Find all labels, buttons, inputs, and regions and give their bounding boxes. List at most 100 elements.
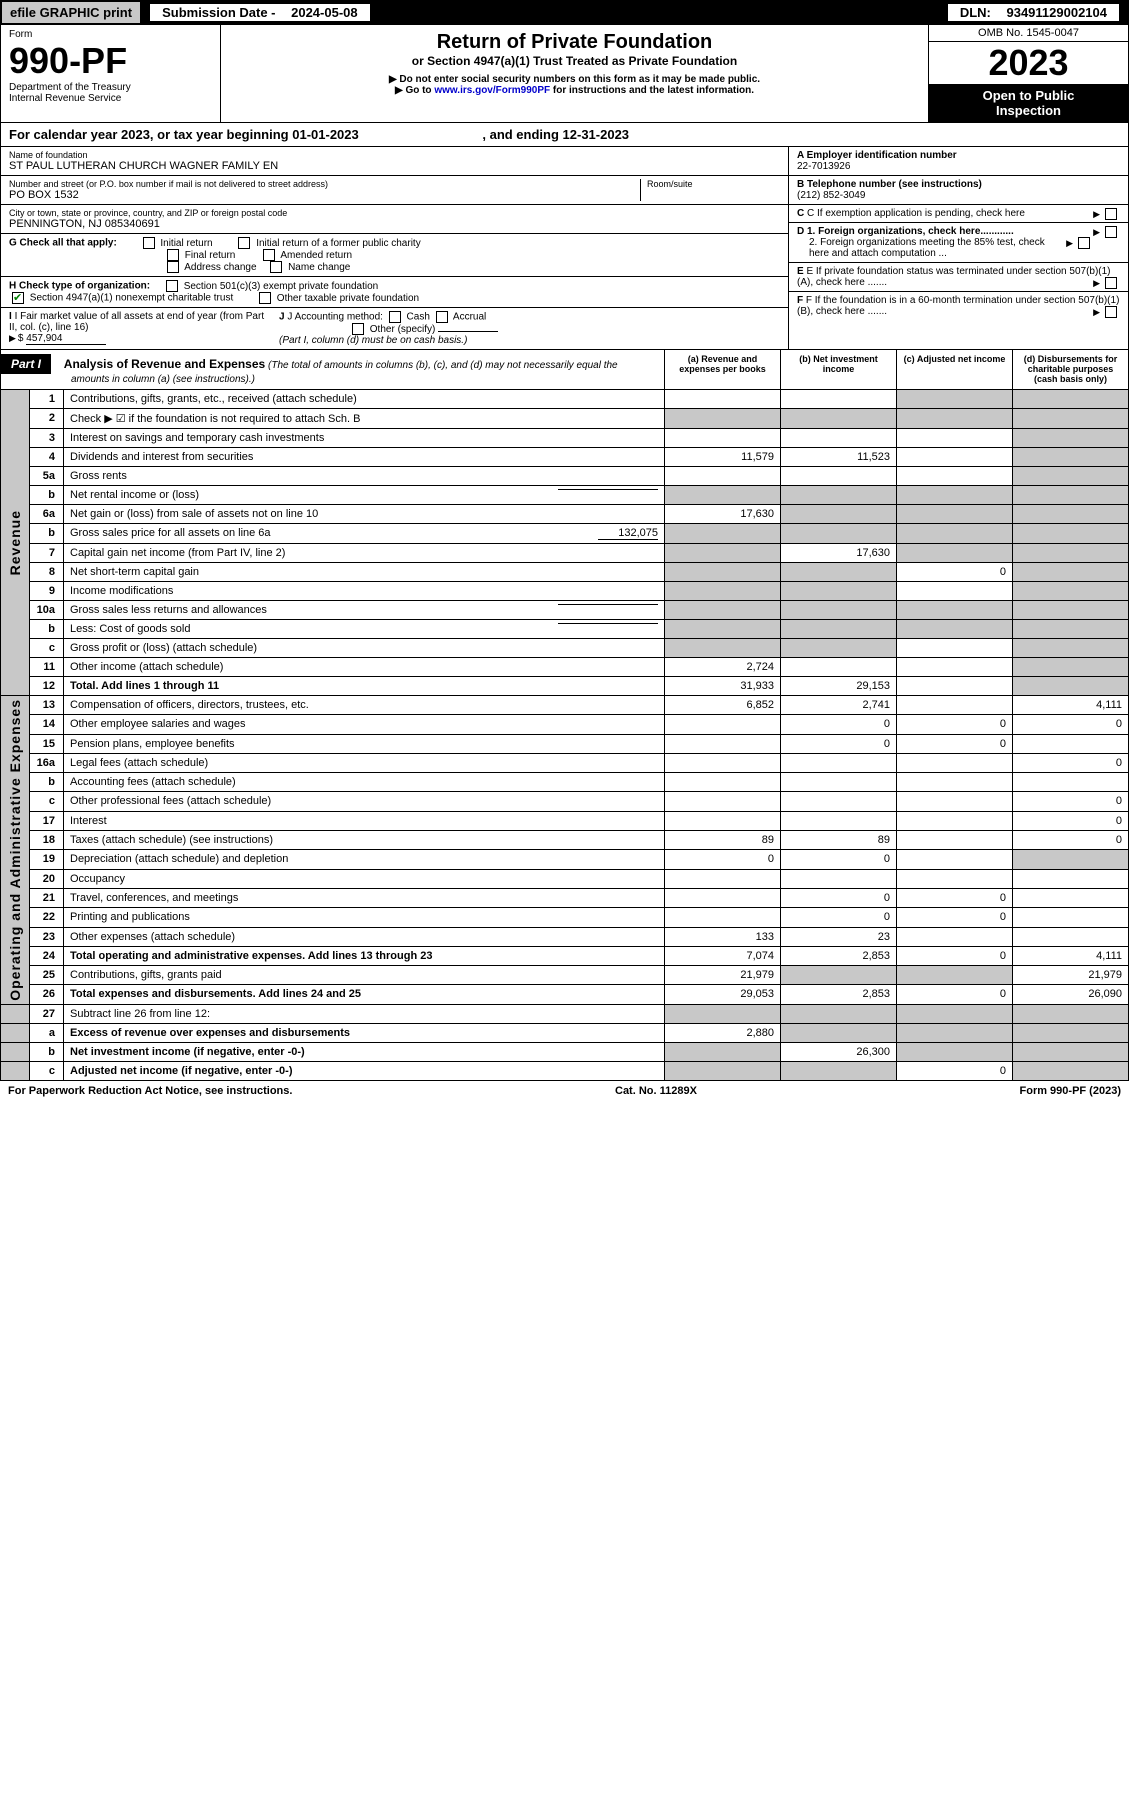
- table-row: 3Interest on savings and temporary cash …: [1, 429, 1129, 448]
- table-row: 22Printing and publications00: [1, 908, 1129, 927]
- form-subtitle: or Section 4947(a)(1) Trust Treated as P…: [227, 54, 922, 68]
- form-left: Form 990-PF Department of the Treasury I…: [1, 25, 221, 122]
- form-center: Return of Private Foundation or Section …: [221, 25, 928, 122]
- section-f: F F If the foundation is in a 60-month t…: [789, 292, 1128, 320]
- table-row: bGross sales price for all assets on lin…: [1, 524, 1129, 544]
- form-title-row: Form 990-PF Department of the Treasury I…: [0, 25, 1129, 123]
- table-row: 14Other employee salaries and wages000: [1, 715, 1129, 734]
- table-row: 17Interest0: [1, 811, 1129, 830]
- calendar-year: For calendar year 2023, or tax year begi…: [0, 123, 1129, 147]
- identification-block: Name of foundation ST PAUL LUTHERAN CHUR…: [0, 147, 1129, 350]
- form-instr2: ▶ Go to www.irs.gov/Form990PF for instru…: [227, 85, 922, 96]
- foundation-name-cell: Name of foundation ST PAUL LUTHERAN CHUR…: [1, 147, 788, 176]
- ein-value: 22-7013926: [797, 161, 850, 172]
- col-a-header: (a) Revenue and expenses per books: [664, 350, 780, 389]
- table-row: 5aGross rents: [1, 467, 1129, 486]
- initial-return-former-checkbox[interactable]: [238, 237, 250, 249]
- table-row: 11Other income (attach schedule)2,724: [1, 658, 1129, 677]
- table-row: 10aGross sales less returns and allowanc…: [1, 601, 1129, 620]
- table-row: 20Occupancy: [1, 869, 1129, 888]
- 501c3-checkbox[interactable]: [166, 280, 178, 292]
- table-row: aExcess of revenue over expenses and dis…: [1, 1023, 1129, 1042]
- table-row: 15Pension plans, employee benefits00: [1, 734, 1129, 753]
- foreign-org-checkbox[interactable]: [1105, 226, 1117, 238]
- accrual-checkbox[interactable]: [436, 311, 448, 323]
- table-row: cAdjusted net income (if negative, enter…: [1, 1061, 1129, 1080]
- 60-month-checkbox[interactable]: [1105, 306, 1117, 318]
- table-row: cGross profit or (loss) (attach schedule…: [1, 639, 1129, 658]
- table-row: 23Other expenses (attach schedule)13323: [1, 927, 1129, 946]
- table-row: bNet rental income or (loss): [1, 486, 1129, 505]
- table-row: bLess: Cost of goods sold: [1, 620, 1129, 639]
- section-d: D 1. Foreign organizations, check here..…: [789, 223, 1128, 263]
- dept-treasury: Department of the Treasury Internal Reve…: [9, 82, 212, 104]
- part1-header: Part I Analysis of Revenue and Expenses …: [0, 350, 1129, 390]
- room-suite-label: Room/suite: [647, 179, 780, 189]
- other-method-checkbox[interactable]: [352, 323, 364, 335]
- table-row: Operating and Administrative Expenses13C…: [1, 696, 1129, 715]
- table-row: 7Capital gain net income (from Part IV, …: [1, 544, 1129, 563]
- table-row: 12Total. Add lines 1 through 1131,93329,…: [1, 677, 1129, 696]
- street-address: PO BOX 1532: [9, 189, 640, 201]
- tax-year: 2023: [929, 42, 1128, 84]
- table-row: 25Contributions, gifts, grants paid21,97…: [1, 966, 1129, 985]
- cash-checkbox[interactable]: [389, 311, 401, 323]
- omb-number: OMB No. 1545-0047: [929, 25, 1128, 42]
- section-e: E E If private foundation status was ter…: [789, 263, 1128, 292]
- paperwork-notice: For Paperwork Reduction Act Notice, see …: [8, 1085, 292, 1097]
- initial-return-checkbox[interactable]: [143, 237, 155, 249]
- table-row: 24Total operating and administrative exp…: [1, 946, 1129, 965]
- name-change-checkbox[interactable]: [270, 261, 282, 273]
- submission-date-box: Submission Date - 2024-05-08: [150, 4, 370, 21]
- table-row: 21Travel, conferences, and meetings00: [1, 888, 1129, 907]
- table-row: 19Depreciation (attach schedule) and dep…: [1, 850, 1129, 869]
- other-taxable-checkbox[interactable]: [259, 292, 271, 304]
- cat-number: Cat. No. 11289X: [615, 1085, 697, 1097]
- form-title: Return of Private Foundation: [227, 31, 922, 54]
- address-cell: Number and street (or P.O. box number if…: [1, 176, 788, 205]
- open-public: Open to Public Inspection: [929, 84, 1128, 122]
- section-c: C C If exemption application is pending,…: [789, 205, 1128, 223]
- form-number-footer: Form 990-PF (2023): [1020, 1085, 1121, 1097]
- col-b-header: (b) Net investment income: [780, 350, 896, 389]
- city-state-zip: PENNINGTON, NJ 085340691: [9, 218, 780, 230]
- page-footer: For Paperwork Reduction Act Notice, see …: [0, 1081, 1129, 1101]
- dln-box: DLN: 93491129002104: [948, 4, 1119, 21]
- table-row: bAccounting fees (attach schedule): [1, 773, 1129, 792]
- col-d-header: (d) Disbursements for charitable purpose…: [1012, 350, 1128, 389]
- table-row: 9Income modifications: [1, 582, 1129, 601]
- table-row: 4Dividends and interest from securities1…: [1, 448, 1129, 467]
- form-number: 990-PF: [9, 40, 212, 82]
- part1-label: Part I: [1, 354, 51, 374]
- ein-cell: A Employer identification number 22-7013…: [789, 147, 1128, 176]
- table-row: 2Check ▶ ☑ if the foundation is not requ…: [1, 409, 1129, 429]
- amended-return-checkbox[interactable]: [263, 249, 275, 261]
- final-return-checkbox[interactable]: [167, 249, 179, 261]
- form-right: OMB No. 1545-0047 2023 Open to Public In…: [928, 25, 1128, 122]
- phone-cell: B Telephone number (see instructions) (2…: [789, 176, 1128, 205]
- phone-value: (212) 852-3049: [797, 190, 865, 201]
- col-c-header: (c) Adjusted net income: [896, 350, 1012, 389]
- table-row: 16aLegal fees (attach schedule)0: [1, 753, 1129, 772]
- fmv-value: 457,904: [26, 333, 106, 345]
- address-change-checkbox[interactable]: [167, 261, 179, 273]
- part1-table: Revenue1Contributions, gifts, grants, et…: [0, 390, 1129, 1081]
- table-row: cOther professional fees (attach schedul…: [1, 792, 1129, 811]
- form990pf-link[interactable]: www.irs.gov/Form990PF: [434, 85, 550, 96]
- status-terminated-checkbox[interactable]: [1105, 277, 1117, 289]
- 4947a1-checkbox[interactable]: [12, 292, 24, 304]
- table-row: Revenue1Contributions, gifts, grants, et…: [1, 390, 1129, 409]
- section-g: G Check all that apply: Initial return I…: [1, 234, 788, 277]
- submission-date: Submission Date - 2024-05-08: [142, 2, 940, 23]
- table-row: 26Total expenses and disbursements. Add …: [1, 985, 1129, 1004]
- table-row: bNet investment income (if negative, ent…: [1, 1042, 1129, 1061]
- foreign-85-checkbox[interactable]: [1078, 237, 1090, 249]
- section-h: H Check type of organization: Section 50…: [1, 277, 788, 308]
- foundation-name: ST PAUL LUTHERAN CHURCH WAGNER FAMILY EN: [9, 160, 780, 172]
- dln: DLN: 93491129002104: [940, 2, 1127, 23]
- table-row: 6aNet gain or (loss) from sale of assets…: [1, 505, 1129, 524]
- city-cell: City or town, state or province, country…: [1, 205, 788, 234]
- efile-label: efile GRAPHIC print: [2, 2, 142, 23]
- exemption-pending-checkbox[interactable]: [1105, 208, 1117, 220]
- form-instr1: ▶ Do not enter social security numbers o…: [227, 74, 922, 85]
